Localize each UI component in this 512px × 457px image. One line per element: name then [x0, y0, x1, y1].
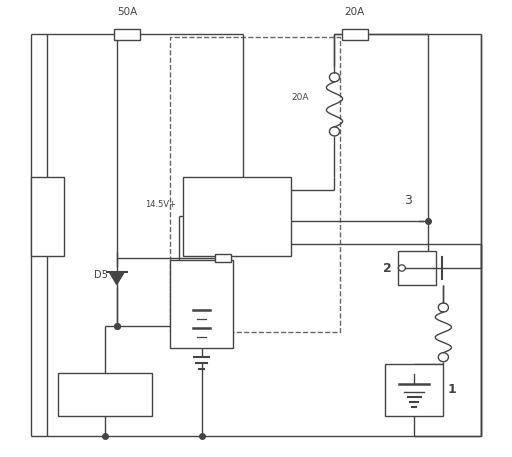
Bar: [342, 29, 368, 40]
Text: 6: 6: [222, 293, 231, 306]
Bar: [114, 29, 140, 40]
Text: D5: D5: [94, 270, 108, 280]
Text: 50A: 50A: [117, 7, 137, 17]
Text: 5: 5: [100, 387, 111, 402]
Text: 1: 1: [447, 383, 456, 396]
Text: 20A: 20A: [345, 7, 365, 17]
Text: 13.5V+: 13.5V+: [191, 186, 220, 195]
Text: U-: U-: [275, 237, 284, 246]
Text: 14.5V+: 14.5V+: [145, 200, 176, 209]
Text: 2: 2: [383, 261, 392, 275]
Text: 12V
5AH: 12V 5AH: [175, 285, 191, 305]
Bar: [170, 260, 233, 348]
Bar: [31, 176, 63, 255]
Bar: [398, 251, 436, 285]
Bar: [58, 373, 152, 416]
Text: U+: U+: [272, 186, 284, 195]
Text: 7: 7: [42, 208, 52, 223]
Text: 输出公共-: 输出公共-: [188, 240, 206, 246]
Text: 控制: 控制: [277, 215, 285, 222]
Bar: [170, 37, 339, 332]
Text: 20A: 20A: [197, 238, 214, 247]
Text: 3: 3: [404, 194, 412, 207]
Polygon shape: [109, 272, 124, 284]
Text: 20A: 20A: [292, 93, 309, 102]
Text: 4: 4: [231, 202, 243, 221]
Bar: [385, 364, 443, 416]
Bar: [216, 254, 231, 262]
Bar: [183, 176, 291, 255]
